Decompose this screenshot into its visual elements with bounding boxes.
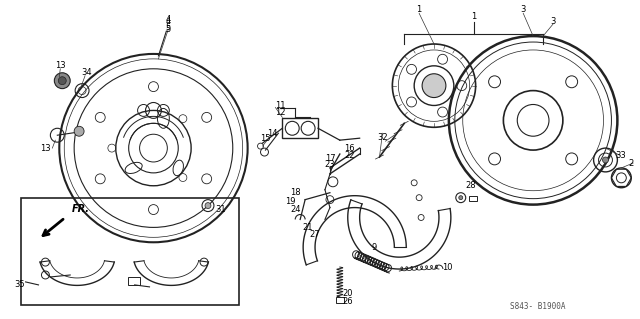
Text: 31: 31: [216, 205, 226, 214]
Text: 24: 24: [290, 205, 300, 214]
Bar: [336, 297, 344, 303]
Text: 19: 19: [285, 197, 296, 206]
Text: 11: 11: [275, 101, 285, 110]
Text: 3: 3: [550, 17, 556, 26]
Bar: [128, 277, 140, 285]
Text: 13: 13: [40, 144, 51, 152]
Text: 20: 20: [342, 289, 353, 298]
Text: 17: 17: [324, 153, 335, 162]
Text: 4: 4: [166, 17, 171, 26]
Text: FR.: FR.: [72, 204, 90, 213]
Text: 15: 15: [260, 134, 271, 143]
Bar: [282, 118, 318, 138]
Text: 4: 4: [166, 15, 171, 24]
Text: 16: 16: [344, 144, 355, 152]
Text: 28: 28: [465, 181, 476, 190]
Text: 10: 10: [442, 263, 452, 271]
Text: 34: 34: [82, 68, 92, 77]
Text: 1: 1: [417, 5, 422, 14]
Text: 23: 23: [324, 160, 335, 169]
Text: 33: 33: [615, 151, 626, 160]
Text: 9: 9: [372, 243, 377, 252]
Circle shape: [58, 77, 66, 85]
Text: 3: 3: [520, 5, 526, 14]
Bar: [20, 198, 239, 305]
Text: 18: 18: [290, 188, 301, 197]
Text: 14: 14: [267, 129, 278, 138]
Text: 21: 21: [303, 223, 314, 232]
Text: S843- B1900A: S843- B1900A: [510, 302, 566, 311]
Circle shape: [602, 157, 609, 163]
Text: 2: 2: [628, 160, 634, 168]
Circle shape: [459, 196, 463, 200]
Circle shape: [205, 203, 211, 209]
Text: 35: 35: [14, 280, 24, 289]
Circle shape: [422, 74, 446, 98]
Text: 1: 1: [471, 12, 476, 21]
Text: 5: 5: [166, 25, 171, 33]
Text: 27: 27: [310, 230, 321, 239]
Text: 12: 12: [275, 108, 285, 117]
Circle shape: [74, 126, 84, 136]
Text: 26: 26: [342, 297, 353, 306]
Text: 13: 13: [55, 61, 65, 70]
Text: 32: 32: [377, 133, 388, 142]
Text: 5: 5: [166, 23, 171, 32]
Circle shape: [54, 73, 70, 89]
Text: 22: 22: [344, 151, 355, 160]
Bar: [468, 196, 477, 201]
